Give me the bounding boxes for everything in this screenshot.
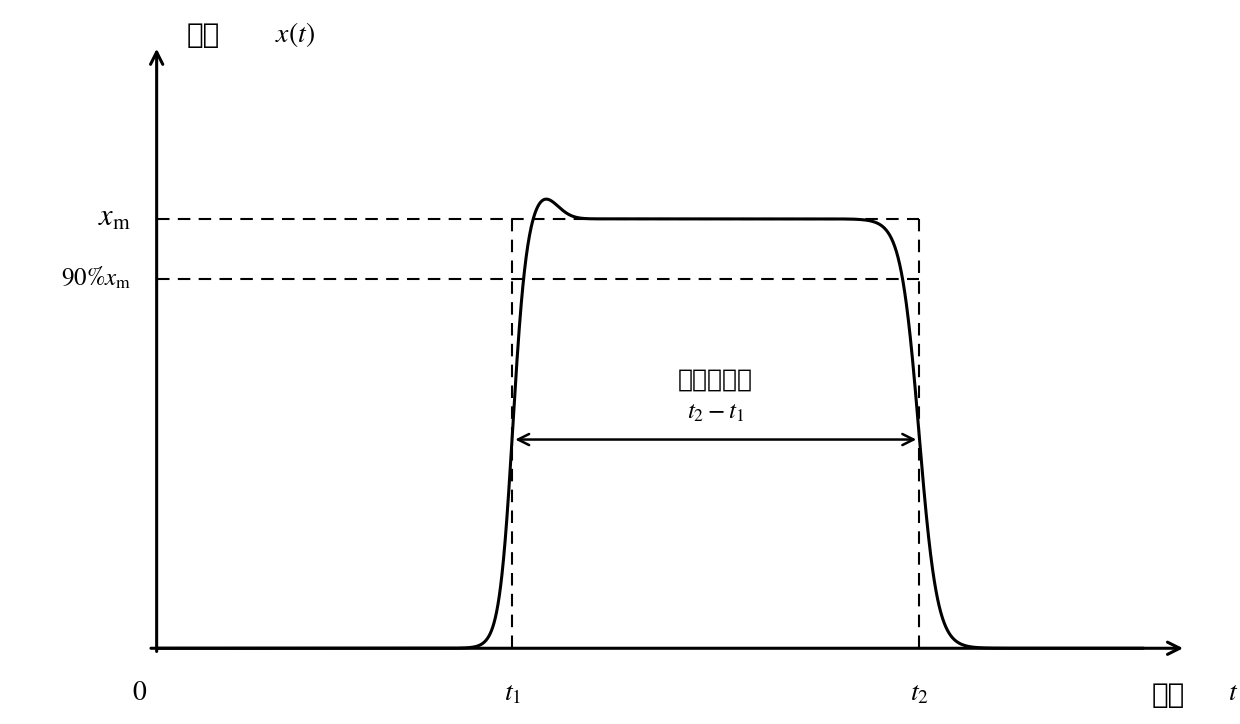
Text: $0$: $0$: [133, 681, 148, 706]
Text: $t_1$: $t_1$: [503, 681, 521, 706]
Text: $90\%x_{\mathrm{m}}$: $90\%x_{\mathrm{m}}$: [61, 266, 131, 292]
Text: 时间: 时间: [1152, 681, 1185, 709]
Text: 平台期长度: 平台期长度: [678, 368, 753, 392]
Text: 脉冲: 脉冲: [186, 21, 219, 49]
Text: $x_{\mathrm{m}}$: $x_{\mathrm{m}}$: [98, 205, 131, 232]
Text: $t$: $t$: [1229, 681, 1239, 706]
Text: $x(t)$: $x(t)$: [275, 20, 315, 49]
Text: $t_2$: $t_2$: [910, 681, 929, 706]
Text: $t_2-t_1$: $t_2-t_1$: [687, 400, 744, 424]
